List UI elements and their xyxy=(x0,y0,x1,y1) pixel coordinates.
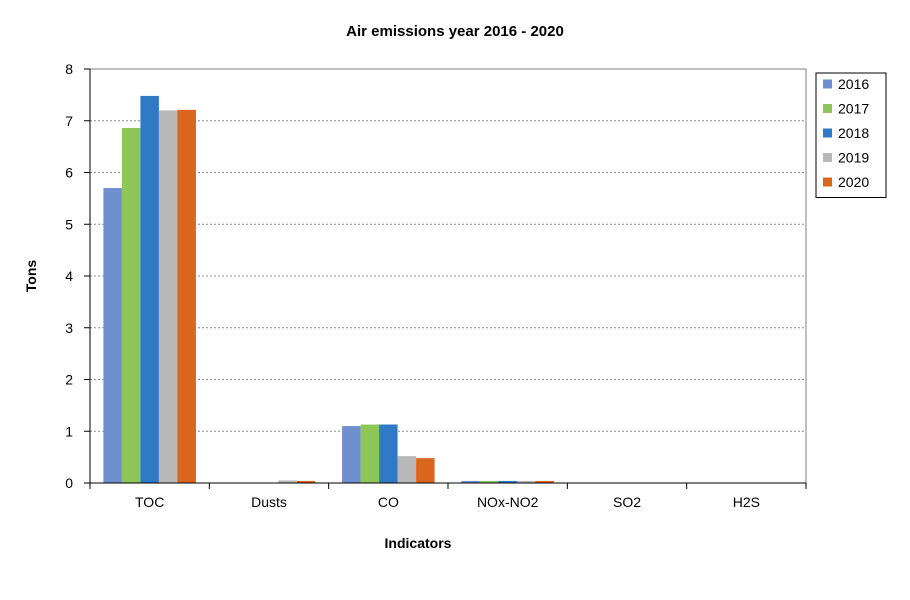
bars xyxy=(103,95,554,484)
bar-2016-co xyxy=(342,426,361,483)
y-tick-label: 4 xyxy=(65,268,73,284)
y-tick-label: 3 xyxy=(65,320,73,336)
legend-swatch-2016 xyxy=(823,79,832,89)
legend-swatch-2018 xyxy=(823,128,832,138)
x-tick-label: SO2 xyxy=(613,494,641,510)
legend-label-2018: 2018 xyxy=(838,125,869,141)
legend-label-2019: 2019 xyxy=(838,150,869,166)
bar-2016-nox-no2 xyxy=(461,480,480,483)
bar-2019-nox-no2 xyxy=(516,480,536,483)
legend: 2016 2017 2018 2019 2020 xyxy=(815,72,887,198)
y-axis-title: Tons xyxy=(23,260,39,293)
bar-2019-co xyxy=(397,456,417,483)
chart-title: Air emissions year 2016 - 2020 xyxy=(346,23,564,40)
y-tick-label: 6 xyxy=(65,165,73,181)
legend-swatch-2020 xyxy=(823,177,832,187)
x-axis-title: Indicators xyxy=(385,535,452,551)
legend-swatch-2017 xyxy=(823,104,832,113)
x-tick-label: CO xyxy=(378,494,399,510)
bar-2019-dusts xyxy=(278,480,297,483)
bar-2017-toc xyxy=(121,127,141,484)
x-tick-label: H2S xyxy=(733,494,760,510)
y-tick-label: 5 xyxy=(65,216,73,232)
bar-2016-toc xyxy=(103,188,122,483)
y-tick-label: 8 xyxy=(65,61,73,77)
x-tick-label: NOx-NO2 xyxy=(477,494,539,510)
axes: 0 1 2 3 4 5 6 7 8 TOC Dusts CO NOx-NO2 SO2 H2S xyxy=(65,61,807,510)
x-tick-label: Dusts xyxy=(251,494,287,510)
bar-2020-toc xyxy=(177,109,196,483)
bar-2020-nox-no2 xyxy=(535,480,554,483)
bar-2018-co xyxy=(379,424,398,483)
legend-swatch-2019 xyxy=(823,153,832,162)
legend-label-2016: 2016 xyxy=(838,76,869,92)
gridlines xyxy=(89,68,807,484)
x-tick-label: TOC xyxy=(135,494,164,510)
y-tick-label: 7 xyxy=(65,113,73,129)
bar-2017-nox-no2 xyxy=(479,480,499,483)
bar-2018-toc xyxy=(140,95,159,483)
legend-label-2020: 2020 xyxy=(838,174,869,190)
bar-2018-nox-no2 xyxy=(498,480,517,483)
bar-2020-co xyxy=(416,458,435,483)
y-tick-label: 0 xyxy=(65,475,73,491)
bar-2019-toc xyxy=(158,110,178,484)
legend-label-2017: 2017 xyxy=(838,101,869,117)
y-tick-label: 2 xyxy=(65,372,73,388)
y-tick-label: 1 xyxy=(65,423,73,439)
bar-2017-co xyxy=(360,424,380,483)
bar-2020-dusts xyxy=(296,480,316,483)
